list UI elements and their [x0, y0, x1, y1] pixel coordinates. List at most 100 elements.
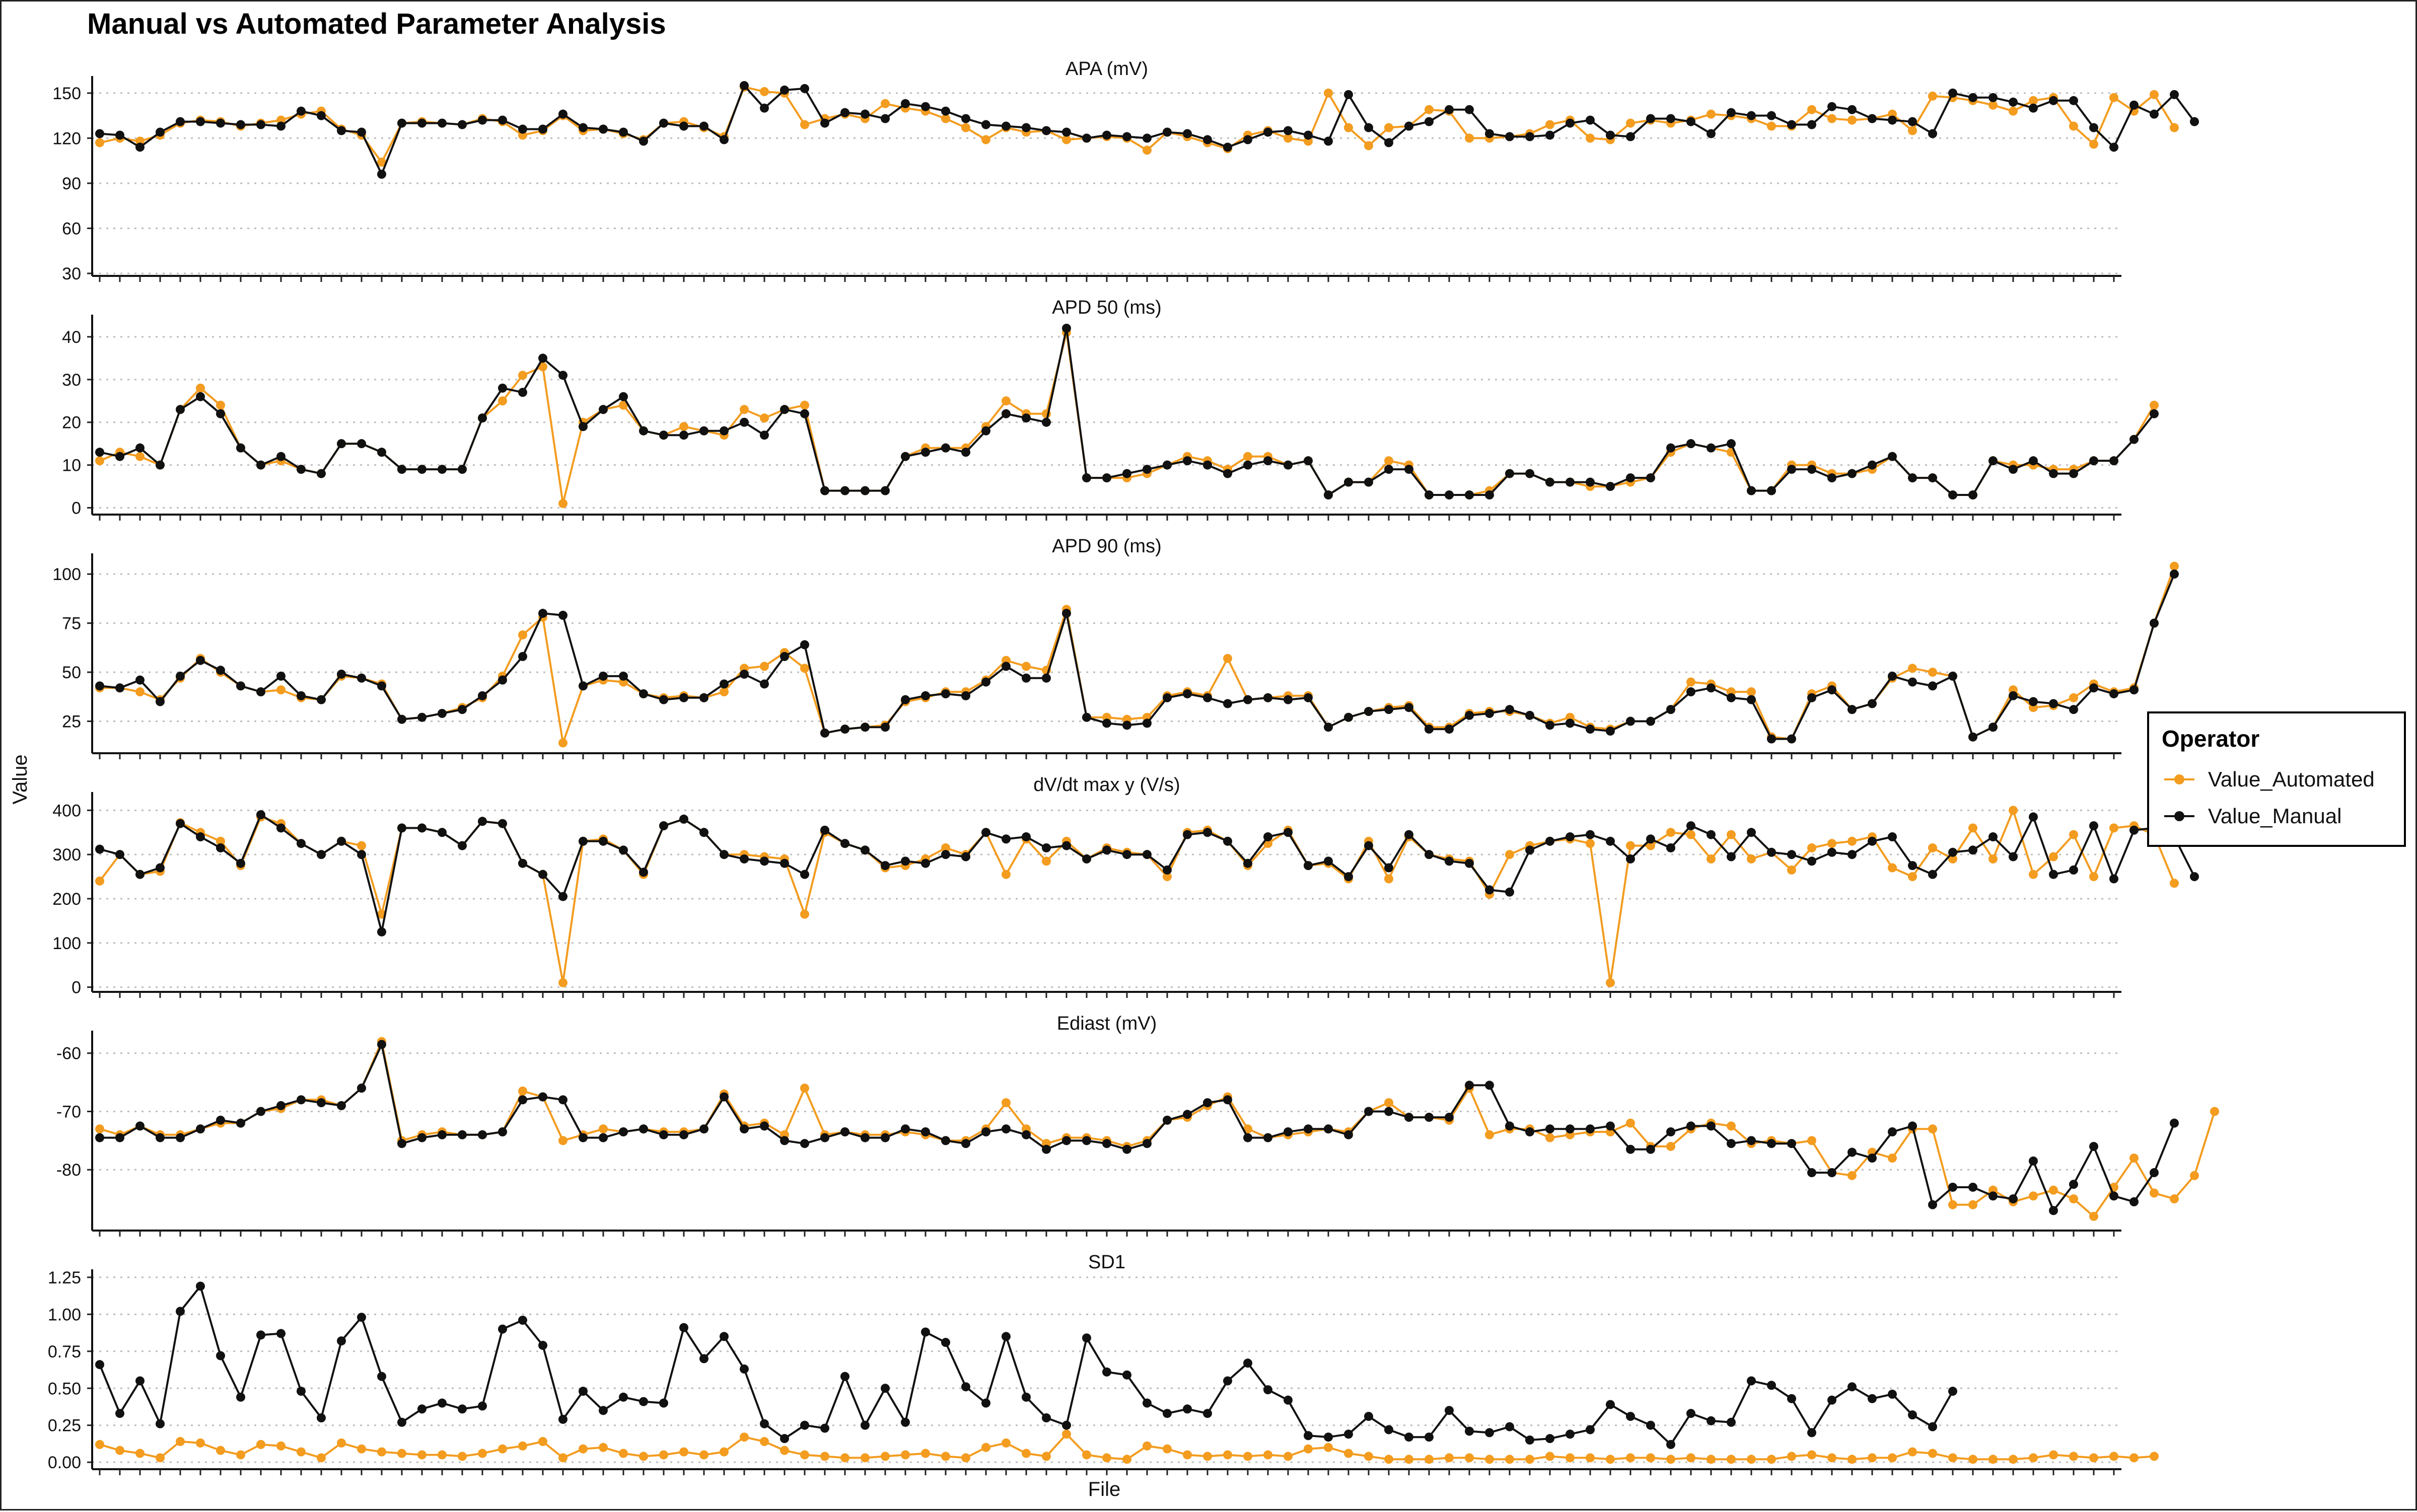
- data-point-manual: [357, 127, 366, 137]
- data-point-manual: [599, 124, 608, 134]
- data-point-manual: [458, 841, 467, 850]
- data-point-automated: [1626, 1118, 1635, 1128]
- data-point-automated: [2109, 1452, 2118, 1461]
- data-point-manual: [1203, 1098, 1212, 1108]
- data-point-manual: [236, 858, 245, 868]
- data-point-manual: [639, 1124, 648, 1134]
- data-point-automated: [95, 456, 104, 466]
- data-point-manual: [2129, 100, 2139, 110]
- data-point-manual: [639, 136, 648, 146]
- data-point-manual: [1525, 469, 1534, 478]
- data-point-manual: [1002, 834, 1011, 844]
- data-point-manual: [135, 675, 145, 685]
- series-line-manual: [100, 1043, 2175, 1212]
- data-point-manual: [1042, 673, 1051, 683]
- data-point-manual: [981, 1127, 990, 1136]
- data-point-automated: [1183, 1450, 1192, 1460]
- data-point-automated: [1888, 1453, 1897, 1463]
- data-point-manual: [961, 1382, 970, 1392]
- data-point-manual: [699, 828, 708, 837]
- series-line-automated: [99, 809, 2175, 984]
- data-point-manual: [2150, 618, 2159, 628]
- data-point-manual: [901, 452, 910, 461]
- data-point-manual: [1767, 1381, 1776, 1390]
- data-point-automated: [679, 422, 688, 431]
- data-point-automated: [1606, 1455, 1615, 1464]
- data-point-automated: [1686, 1453, 1695, 1463]
- data-point-manual: [881, 723, 890, 732]
- data-point-manual: [1606, 1400, 1615, 1409]
- data-point-manual: [820, 825, 829, 835]
- data-point-manual: [1445, 490, 1454, 500]
- data-point-manual: [1002, 662, 1011, 671]
- data-point-manual: [156, 697, 165, 706]
- data-point-manual: [1163, 1115, 1172, 1125]
- data-point-automated: [216, 836, 225, 846]
- data-point-manual: [1827, 1395, 1836, 1405]
- data-point-manual: [176, 671, 185, 681]
- data-point-manual: [1928, 473, 1937, 483]
- legend-entry-manual: Value_Manual: [2164, 804, 2341, 828]
- data-point-manual: [961, 852, 970, 861]
- data-point-automated: [1827, 839, 1836, 848]
- data-point-manual: [1183, 129, 1192, 138]
- data-point-manual: [579, 123, 588, 132]
- data-point-manual: [1968, 845, 1977, 855]
- data-point-manual: [377, 681, 386, 691]
- data-point-manual: [1163, 127, 1172, 137]
- data-point-manual: [518, 1095, 527, 1105]
- data-point-manual: [236, 1118, 245, 1128]
- data-point-manual: [1847, 850, 1857, 859]
- data-point-manual: [760, 1121, 769, 1131]
- data-point-manual: [1928, 1200, 1937, 1209]
- data-point-automated: [1143, 146, 1152, 155]
- data-point-automated: [2089, 872, 2098, 882]
- data-point-manual: [236, 1392, 245, 1402]
- data-point-manual: [357, 439, 366, 449]
- data-point-automated: [1566, 1453, 1575, 1463]
- data-point-automated: [1022, 662, 1031, 671]
- panel-2: APD 90 (ms) 25 50 75 100: [52, 536, 2179, 759]
- data-point-manual: [760, 1419, 769, 1428]
- data-point-manual: [1304, 861, 1313, 871]
- data-point-manual: [760, 679, 769, 689]
- data-point-manual: [1948, 671, 1957, 681]
- data-point-manual: [1344, 90, 1353, 99]
- data-point-manual: [619, 1392, 628, 1402]
- data-point-manual: [1787, 1139, 1796, 1148]
- data-point-automated: [2190, 1171, 2199, 1180]
- data-point-manual: [921, 1127, 930, 1136]
- data-point-manual: [276, 1101, 286, 1110]
- data-point-manual: [1666, 705, 1675, 714]
- data-point-automated: [800, 1084, 809, 1093]
- data-point-manual: [1203, 828, 1212, 837]
- data-point-automated: [1686, 677, 1695, 687]
- data-point-manual: [1505, 705, 1514, 714]
- data-point-manual: [800, 640, 809, 650]
- data-point-manual: [297, 1387, 306, 1396]
- data-point-manual: [1122, 721, 1131, 730]
- data-point-manual: [1384, 863, 1393, 873]
- data-point-manual: [659, 695, 668, 704]
- data-point-automated: [297, 1447, 306, 1457]
- data-point-manual: [760, 103, 769, 113]
- data-point-manual: [1465, 490, 1474, 500]
- data-point-manual: [1707, 1121, 1716, 1131]
- data-point-automated: [659, 1450, 668, 1460]
- data-point-manual: [699, 1124, 708, 1134]
- data-point-manual: [579, 836, 588, 846]
- data-point-manual: [438, 118, 447, 128]
- data-point-manual: [1646, 114, 1655, 123]
- data-point-automated: [1163, 1444, 1172, 1454]
- data-point-manual: [1465, 1081, 1474, 1090]
- data-point-manual: [196, 1124, 205, 1134]
- data-point-manual: [558, 611, 567, 620]
- data-point-manual: [1505, 469, 1514, 478]
- data-point-manual: [236, 443, 245, 453]
- data-point-manual: [981, 426, 990, 436]
- data-point-automated: [1968, 1200, 1977, 1209]
- data-point-manual: [1304, 1431, 1313, 1441]
- data-point-manual: [2089, 1141, 2098, 1151]
- data-point-manual: [639, 1397, 648, 1406]
- y-tick-label: 50: [62, 663, 81, 682]
